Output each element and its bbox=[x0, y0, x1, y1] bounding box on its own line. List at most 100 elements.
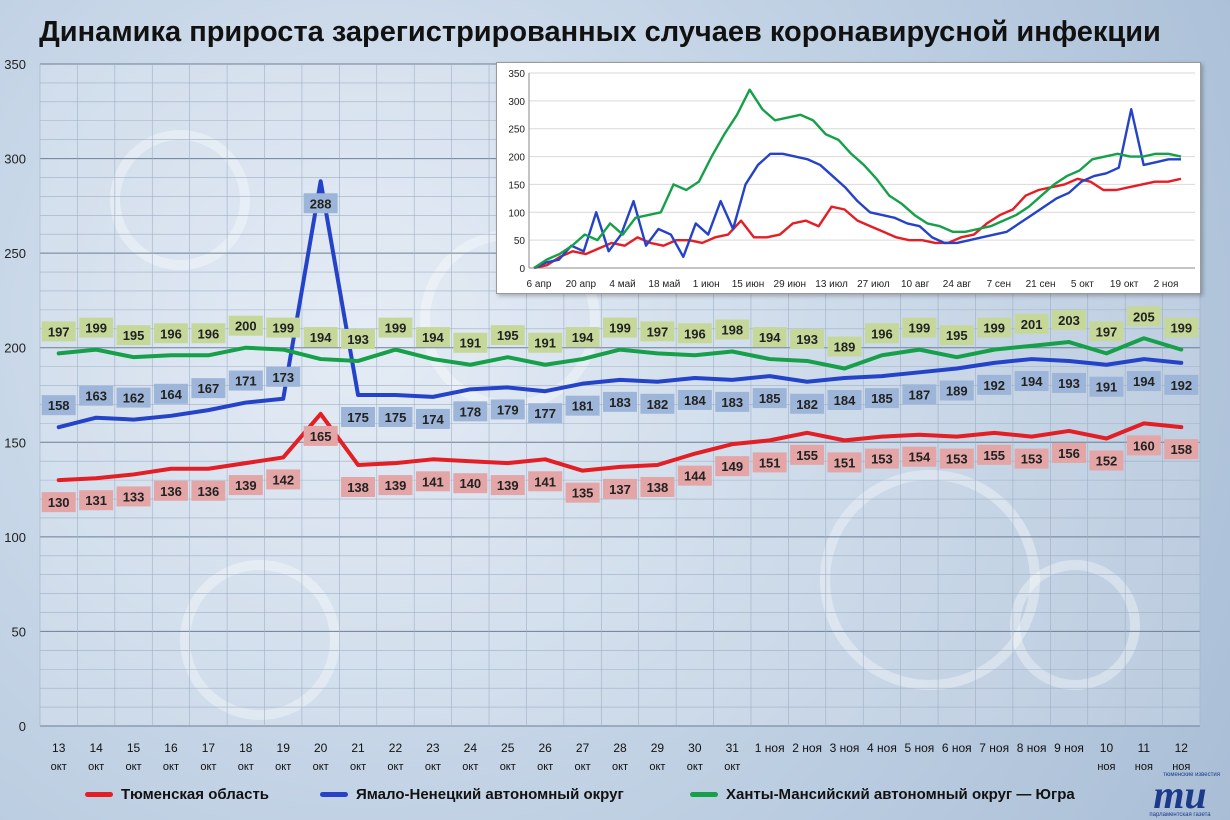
data-label-0: 140 bbox=[453, 473, 488, 494]
x-tick-label: 4 ноя bbox=[867, 741, 897, 755]
data-label-value: 130 bbox=[48, 495, 70, 510]
data-label-box bbox=[864, 323, 899, 344]
x-tick-label-month: окт bbox=[275, 761, 291, 773]
background-virus-decoration bbox=[1010, 560, 1140, 690]
x-tick-label: 15 bbox=[127, 741, 141, 755]
data-label-2: 199 bbox=[266, 317, 301, 338]
x-tick-label: 14 bbox=[89, 741, 103, 755]
data-label-value: 191 bbox=[1096, 380, 1118, 395]
x-tick-label: 22 bbox=[389, 741, 403, 755]
legend-item-khmao: Ханты-Мансийский автономный округ — Югра bbox=[690, 786, 1075, 803]
data-label-box bbox=[790, 444, 825, 465]
data-label-box bbox=[1089, 376, 1124, 397]
x-tick-label: 31 bbox=[726, 741, 740, 755]
data-label-value: 184 bbox=[834, 393, 856, 408]
data-label-box bbox=[79, 317, 114, 338]
data-label-0: 139 bbox=[378, 475, 413, 496]
data-label-value: 155 bbox=[983, 448, 1005, 463]
data-label-box bbox=[228, 370, 263, 391]
inset-x-tick-label: 1 июн bbox=[693, 279, 720, 290]
x-tick-label: 25 bbox=[501, 741, 515, 755]
data-label-box bbox=[1014, 313, 1049, 334]
data-label-value: 192 bbox=[983, 378, 1005, 393]
data-label-value: 137 bbox=[609, 482, 631, 497]
data-label-value: 193 bbox=[347, 332, 369, 347]
data-label-2: 194 bbox=[303, 327, 338, 348]
data-label-value: 167 bbox=[198, 381, 220, 396]
inset-y-tick-label: 50 bbox=[514, 236, 526, 247]
data-label-box bbox=[453, 332, 488, 353]
x-tick-label-month: окт bbox=[163, 761, 179, 773]
x-tick-label-month: ноя bbox=[1135, 761, 1153, 773]
data-label-2: 193 bbox=[341, 328, 376, 349]
data-label-box bbox=[528, 332, 563, 353]
series-line-1 bbox=[56, 179, 1184, 430]
data-label-2: 196 bbox=[677, 323, 712, 344]
data-label-value: 141 bbox=[422, 474, 444, 489]
data-label-box bbox=[1052, 372, 1087, 393]
data-label-box bbox=[1164, 317, 1199, 338]
data-label-1: 163 bbox=[79, 385, 114, 406]
inset-x-tick-label: 5 окт bbox=[1071, 279, 1094, 290]
inset-x-tick-label: 18 май bbox=[648, 279, 680, 290]
inset-y-tick-label: 0 bbox=[519, 264, 525, 275]
data-label-0: 139 bbox=[228, 475, 263, 496]
data-label-box bbox=[565, 482, 600, 503]
data-label-box bbox=[191, 378, 226, 399]
inset-x-tick-label: 13 июл bbox=[815, 279, 848, 290]
x-tick-label: 20 bbox=[314, 741, 328, 755]
data-label-2: 191 bbox=[528, 332, 563, 353]
publisher-logo: тюменские известия ти парламентская газе… bbox=[1140, 772, 1220, 818]
data-label-box bbox=[715, 391, 750, 412]
data-label-value: 173 bbox=[272, 370, 294, 385]
data-label-value: 138 bbox=[347, 480, 369, 495]
data-label-box bbox=[41, 492, 76, 513]
inset-x-tick-label: 6 апр bbox=[527, 279, 552, 290]
x-tick-label-month: окт bbox=[200, 761, 216, 773]
data-label-box bbox=[977, 317, 1012, 338]
data-label-1: 184 bbox=[677, 389, 712, 410]
data-label-2: 199 bbox=[79, 317, 114, 338]
data-label-box bbox=[603, 391, 637, 412]
data-label-0: 144 bbox=[677, 465, 712, 486]
data-label-1: 179 bbox=[490, 399, 525, 420]
inset-series-line-0 bbox=[533, 177, 1182, 270]
inset-x-tick-label: 27 июл bbox=[857, 279, 890, 290]
data-label-box bbox=[1014, 448, 1049, 469]
x-tick-label-month: окт bbox=[313, 761, 329, 773]
y-tick-label: 0 bbox=[19, 719, 26, 734]
data-label-value: 140 bbox=[459, 476, 481, 491]
data-label-1: 192 bbox=[977, 374, 1012, 395]
data-label-value: 165 bbox=[310, 429, 332, 444]
data-label-1: 189 bbox=[939, 380, 974, 401]
data-label-0: 133 bbox=[116, 486, 151, 507]
x-tick-label: 26 bbox=[538, 741, 552, 755]
data-label-0: 155 bbox=[790, 444, 825, 465]
x-tick-label: 16 bbox=[164, 741, 178, 755]
data-label-value: 160 bbox=[1133, 438, 1155, 453]
data-label-box bbox=[116, 325, 151, 346]
data-label-value: 131 bbox=[85, 493, 107, 508]
data-label-value: 181 bbox=[572, 399, 594, 414]
data-label-0: 156 bbox=[1052, 442, 1087, 463]
data-label-box bbox=[415, 408, 450, 429]
x-tick-label: 13 bbox=[52, 741, 66, 755]
data-label-value: 136 bbox=[160, 484, 182, 499]
data-label-box bbox=[378, 475, 413, 496]
data-label-2: 197 bbox=[640, 321, 675, 342]
data-label-value: 199 bbox=[609, 321, 631, 336]
data-label-2: 191 bbox=[453, 332, 488, 353]
y-tick-label: 350 bbox=[4, 57, 26, 72]
x-tick-label-month: окт bbox=[500, 761, 516, 773]
data-label-value: 174 bbox=[422, 412, 444, 427]
data-label-box bbox=[939, 325, 974, 346]
data-label-2: 195 bbox=[490, 325, 525, 346]
data-label-2: 195 bbox=[116, 325, 151, 346]
x-tick-label-month: окт bbox=[425, 761, 441, 773]
data-label-1: 183 bbox=[603, 391, 637, 412]
data-label-value: 182 bbox=[647, 397, 669, 412]
x-tick-label: 9 ноя bbox=[1054, 741, 1084, 755]
data-label-value: 197 bbox=[647, 324, 669, 339]
inset-x-tick-label: 29 июн bbox=[774, 279, 807, 290]
data-label-1: 175 bbox=[378, 407, 413, 427]
